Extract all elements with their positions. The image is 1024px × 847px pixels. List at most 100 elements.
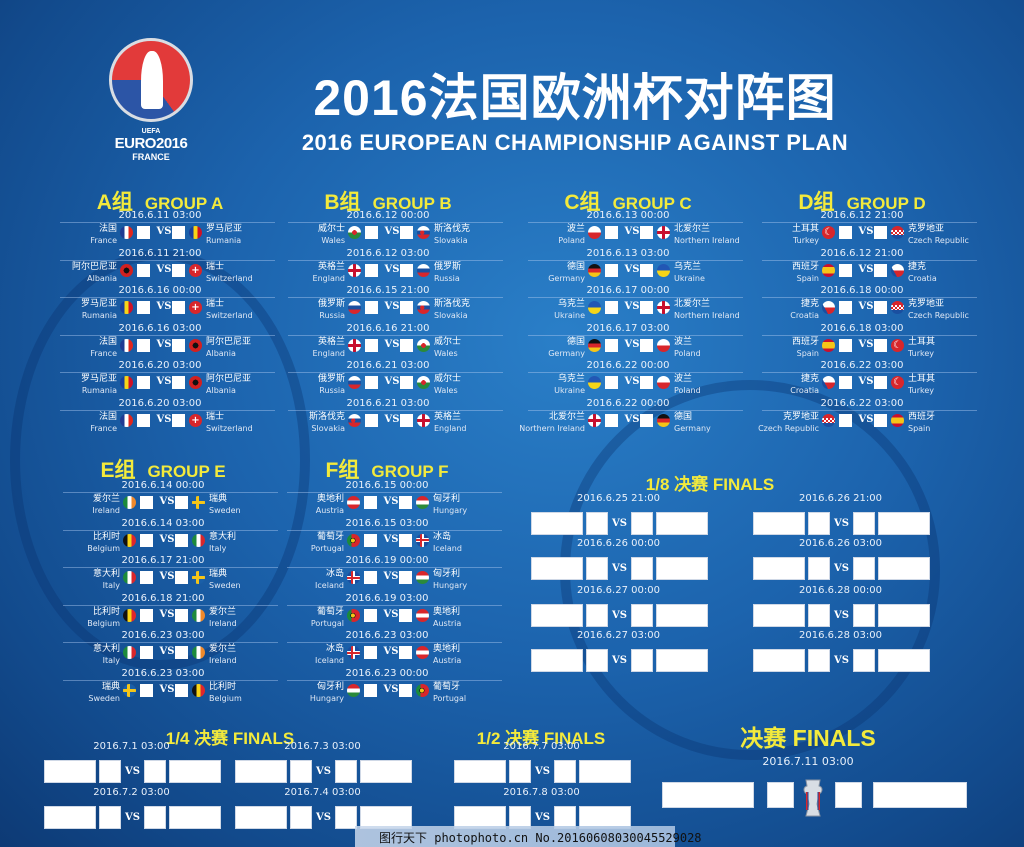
- away-score-box[interactable]: [640, 263, 653, 277]
- away-score-box[interactable]: [874, 376, 887, 389]
- score-slot[interactable]: [631, 604, 653, 627]
- away-score-box[interactable]: [400, 338, 413, 352]
- home-score-box[interactable]: [140, 608, 153, 622]
- team-slot[interactable]: [656, 649, 708, 672]
- team-slot[interactable]: [753, 649, 805, 672]
- home-score-box[interactable]: [839, 301, 852, 314]
- home-score-box[interactable]: [605, 226, 618, 239]
- team-slot[interactable]: [169, 806, 221, 829]
- team-slot[interactable]: [169, 760, 221, 783]
- away-score-box[interactable]: [400, 226, 413, 239]
- score-slot[interactable]: [631, 649, 653, 672]
- home-score-box[interactable]: [605, 338, 618, 352]
- score-slot[interactable]: [335, 760, 357, 783]
- away-score-box[interactable]: [874, 226, 887, 239]
- team-slot[interactable]: [656, 604, 708, 627]
- home-score-box[interactable]: [605, 263, 618, 277]
- score-slot[interactable]: [586, 512, 608, 535]
- team-slot[interactable]: [753, 512, 805, 535]
- away-score-box[interactable]: [175, 496, 188, 509]
- home-score-box[interactable]: [364, 646, 377, 659]
- away-score-box[interactable]: [399, 571, 412, 584]
- team-slot[interactable]: [531, 557, 583, 580]
- team-slot[interactable]: [873, 782, 967, 808]
- away-score-box[interactable]: [175, 533, 188, 547]
- away-score-box[interactable]: [400, 301, 413, 314]
- home-score-box[interactable]: [605, 413, 618, 427]
- away-score-box[interactable]: [399, 646, 412, 659]
- home-score-box[interactable]: [137, 226, 150, 239]
- home-score-box[interactable]: [365, 413, 378, 427]
- score-slot[interactable]: [835, 782, 862, 808]
- home-score-box[interactable]: [365, 376, 378, 389]
- score-slot[interactable]: [509, 760, 531, 783]
- score-slot[interactable]: [631, 557, 653, 580]
- away-score-box[interactable]: [175, 646, 188, 659]
- score-slot[interactable]: [99, 760, 121, 783]
- team-slot[interactable]: [44, 760, 96, 783]
- home-score-box[interactable]: [839, 376, 852, 389]
- team-slot[interactable]: [753, 557, 805, 580]
- team-slot[interactable]: [878, 649, 930, 672]
- away-score-box[interactable]: [640, 413, 653, 427]
- score-slot[interactable]: [808, 512, 830, 535]
- team-slot[interactable]: [454, 760, 506, 783]
- score-slot[interactable]: [808, 604, 830, 627]
- home-score-box[interactable]: [140, 683, 153, 697]
- team-slot[interactable]: [531, 649, 583, 672]
- away-score-box[interactable]: [640, 301, 653, 314]
- home-score-box[interactable]: [839, 413, 852, 427]
- score-slot[interactable]: [631, 512, 653, 535]
- score-slot[interactable]: [290, 760, 312, 783]
- team-slot[interactable]: [656, 512, 708, 535]
- away-score-box[interactable]: [874, 301, 887, 314]
- home-score-box[interactable]: [140, 571, 153, 584]
- score-slot[interactable]: [290, 806, 312, 829]
- home-score-box[interactable]: [137, 338, 150, 352]
- score-slot[interactable]: [99, 806, 121, 829]
- score-slot[interactable]: [853, 604, 875, 627]
- score-slot[interactable]: [853, 649, 875, 672]
- score-slot[interactable]: [767, 782, 794, 808]
- away-score-box[interactable]: [640, 226, 653, 239]
- home-score-box[interactable]: [365, 263, 378, 277]
- away-score-box[interactable]: [874, 413, 887, 427]
- away-score-box[interactable]: [399, 496, 412, 509]
- away-score-box[interactable]: [175, 571, 188, 584]
- home-score-box[interactable]: [364, 608, 377, 622]
- team-slot[interactable]: [235, 806, 287, 829]
- home-score-box[interactable]: [137, 376, 150, 389]
- home-score-box[interactable]: [137, 263, 150, 277]
- home-score-box[interactable]: [140, 533, 153, 547]
- away-score-box[interactable]: [172, 376, 185, 389]
- score-slot[interactable]: [586, 604, 608, 627]
- home-score-box[interactable]: [365, 301, 378, 314]
- away-score-box[interactable]: [172, 338, 185, 352]
- score-slot[interactable]: [853, 512, 875, 535]
- away-score-box[interactable]: [640, 338, 653, 352]
- team-slot[interactable]: [753, 604, 805, 627]
- home-score-box[interactable]: [140, 646, 153, 659]
- home-score-box[interactable]: [137, 413, 150, 427]
- team-slot[interactable]: [531, 512, 583, 535]
- home-score-box[interactable]: [365, 338, 378, 352]
- home-score-box[interactable]: [605, 301, 618, 314]
- away-score-box[interactable]: [400, 413, 413, 427]
- home-score-box[interactable]: [364, 496, 377, 509]
- team-slot[interactable]: [360, 760, 412, 783]
- away-score-box[interactable]: [172, 301, 185, 314]
- away-score-box[interactable]: [400, 263, 413, 277]
- away-score-box[interactable]: [399, 683, 412, 697]
- team-slot[interactable]: [656, 557, 708, 580]
- score-slot[interactable]: [554, 760, 576, 783]
- away-score-box[interactable]: [172, 226, 185, 239]
- team-slot[interactable]: [579, 760, 631, 783]
- score-slot[interactable]: [335, 806, 357, 829]
- score-slot[interactable]: [144, 806, 166, 829]
- score-slot[interactable]: [853, 557, 875, 580]
- away-score-box[interactable]: [172, 413, 185, 427]
- score-slot[interactable]: [808, 649, 830, 672]
- away-score-box[interactable]: [399, 608, 412, 622]
- away-score-box[interactable]: [172, 263, 185, 277]
- score-slot[interactable]: [586, 557, 608, 580]
